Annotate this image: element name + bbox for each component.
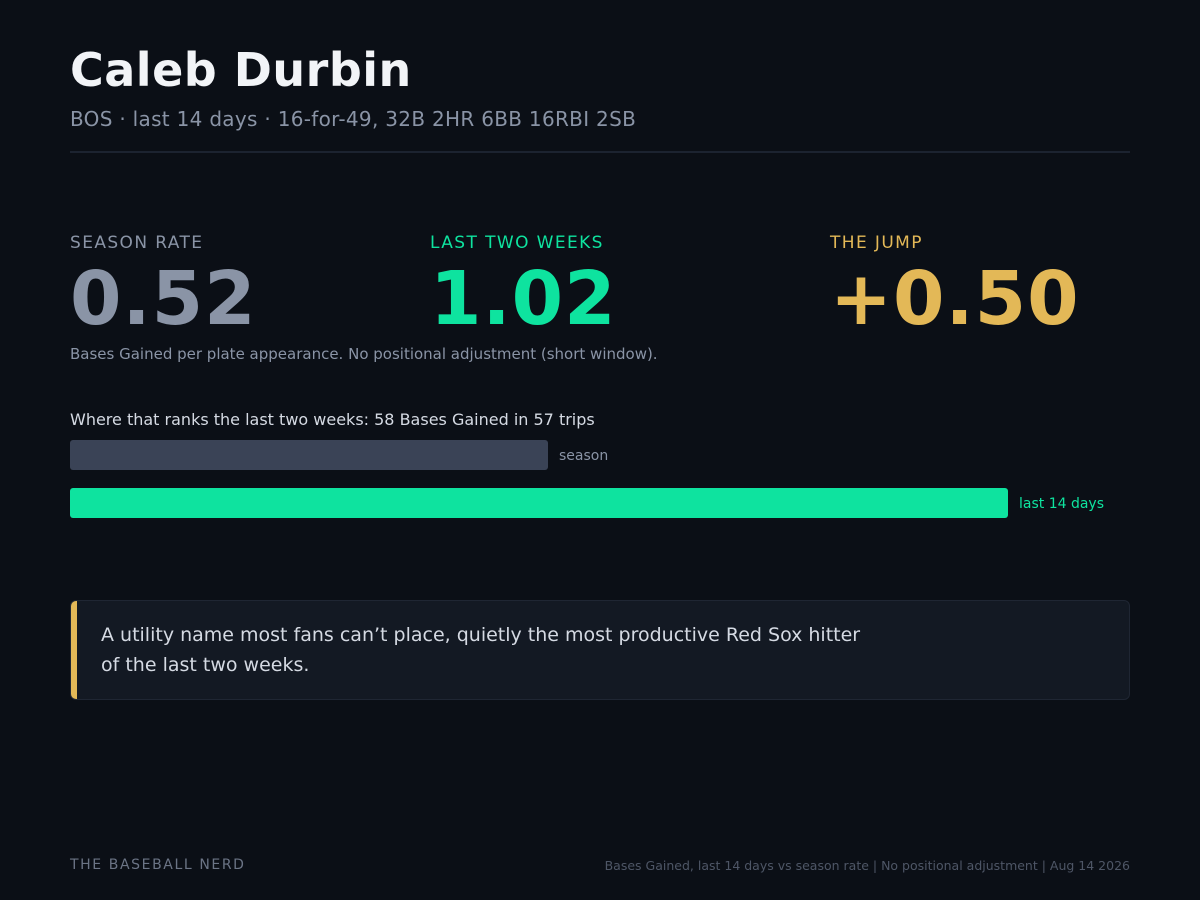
callout-quote: A utility name most fans can’t place, qu… bbox=[70, 600, 1130, 700]
season-rate-value: 0.52 bbox=[70, 256, 257, 342]
season-bar-label: season bbox=[559, 448, 609, 464]
recent-rate-label: LAST TWO WEEKS bbox=[430, 233, 604, 253]
recent-rate-value: 1.02 bbox=[430, 256, 617, 342]
recent-bar-label: last 14 days bbox=[1019, 496, 1105, 512]
footer-meta: Bases Gained, last 14 days vs season rat… bbox=[604, 858, 1130, 873]
quote-text: A utility name most fans can’t place, qu… bbox=[101, 624, 861, 676]
page-subtitle: BOS · last 14 days · 16-for-49, 32B 2HR … bbox=[70, 107, 637, 131]
footer-brand: THE BASEBALL NERD bbox=[70, 857, 246, 873]
rank-heading: Where that ranks the last two weeks: 58 … bbox=[70, 410, 595, 429]
jump-label: THE JUMP bbox=[830, 233, 923, 253]
header-divider bbox=[70, 151, 1130, 153]
quote-accent-bar bbox=[71, 601, 77, 699]
stat-note: Bases Gained per plate appearance. No po… bbox=[70, 345, 658, 363]
page-title: Caleb Durbin bbox=[70, 43, 412, 97]
jump-value: +0.50 bbox=[830, 256, 1080, 342]
season-bar-row: season bbox=[70, 440, 1130, 470]
recent-rate-stat: LAST TWO WEEKS 1.02 bbox=[430, 232, 617, 342]
season-bar bbox=[70, 440, 548, 470]
season-rate-stat: SEASON RATE 0.52 bbox=[70, 232, 257, 342]
jump-stat: THE JUMP +0.50 bbox=[830, 232, 1080, 342]
header: Caleb Durbin BOS · last 14 days · 16-for… bbox=[70, 38, 1130, 134]
season-rate-label: SEASON RATE bbox=[70, 233, 204, 253]
recent-bar-row: last 14 days bbox=[70, 488, 1130, 518]
recent-bar bbox=[70, 488, 1008, 518]
